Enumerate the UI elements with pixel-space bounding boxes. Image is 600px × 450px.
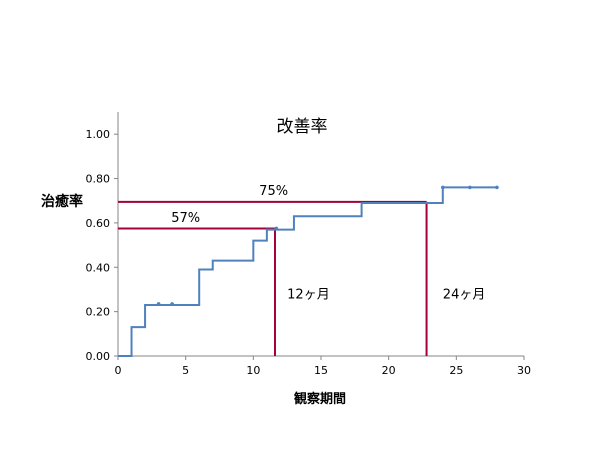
x-tick-label: 30	[517, 364, 531, 377]
x-axis-label: 観察期間	[293, 391, 346, 407]
reference-lines: 75% 57%	[118, 184, 428, 356]
data-point	[441, 185, 445, 190]
y-tick-label: 0.60	[86, 217, 111, 230]
data-point	[274, 226, 279, 231]
y-tick-label: 0.40	[86, 261, 111, 274]
x-tick-label: 5	[182, 364, 189, 377]
data-point	[495, 185, 499, 190]
x-tick-label: 15	[314, 364, 328, 377]
y-tick-label: 1.00	[86, 128, 111, 141]
reference-label: 75%	[259, 184, 288, 199]
series-line	[118, 186, 497, 357]
series-group	[118, 185, 499, 357]
y-tick-labels: 0.00 0.20 0.40 0.60 0.80 1.00	[86, 128, 111, 363]
annotation-label: 24ヶ月	[443, 287, 486, 302]
chart-title: 改善率	[277, 117, 328, 137]
y-tick-label: 0.20	[86, 306, 111, 319]
x-tick-labels: 0 5 10 15 20 25 30	[115, 364, 532, 377]
y-tick-label: 0.00	[86, 350, 111, 363]
reference-label: 57%	[171, 211, 200, 226]
y-axis-label: 治癒率	[41, 193, 83, 210]
annotation-label: 12ヶ月	[287, 287, 330, 302]
x-tick-label: 20	[382, 364, 396, 377]
x-tick-label: 10	[246, 364, 260, 377]
x-tick-label: 25	[449, 364, 463, 377]
data-point	[156, 302, 161, 306]
y-tick-label: 0.80	[86, 173, 111, 186]
x-tick-label: 0	[115, 364, 122, 377]
data-point	[170, 302, 174, 306]
axes	[114, 112, 525, 360]
data-point	[468, 185, 472, 190]
annotation-labels: 12ヶ月 24ヶ月	[287, 287, 485, 302]
